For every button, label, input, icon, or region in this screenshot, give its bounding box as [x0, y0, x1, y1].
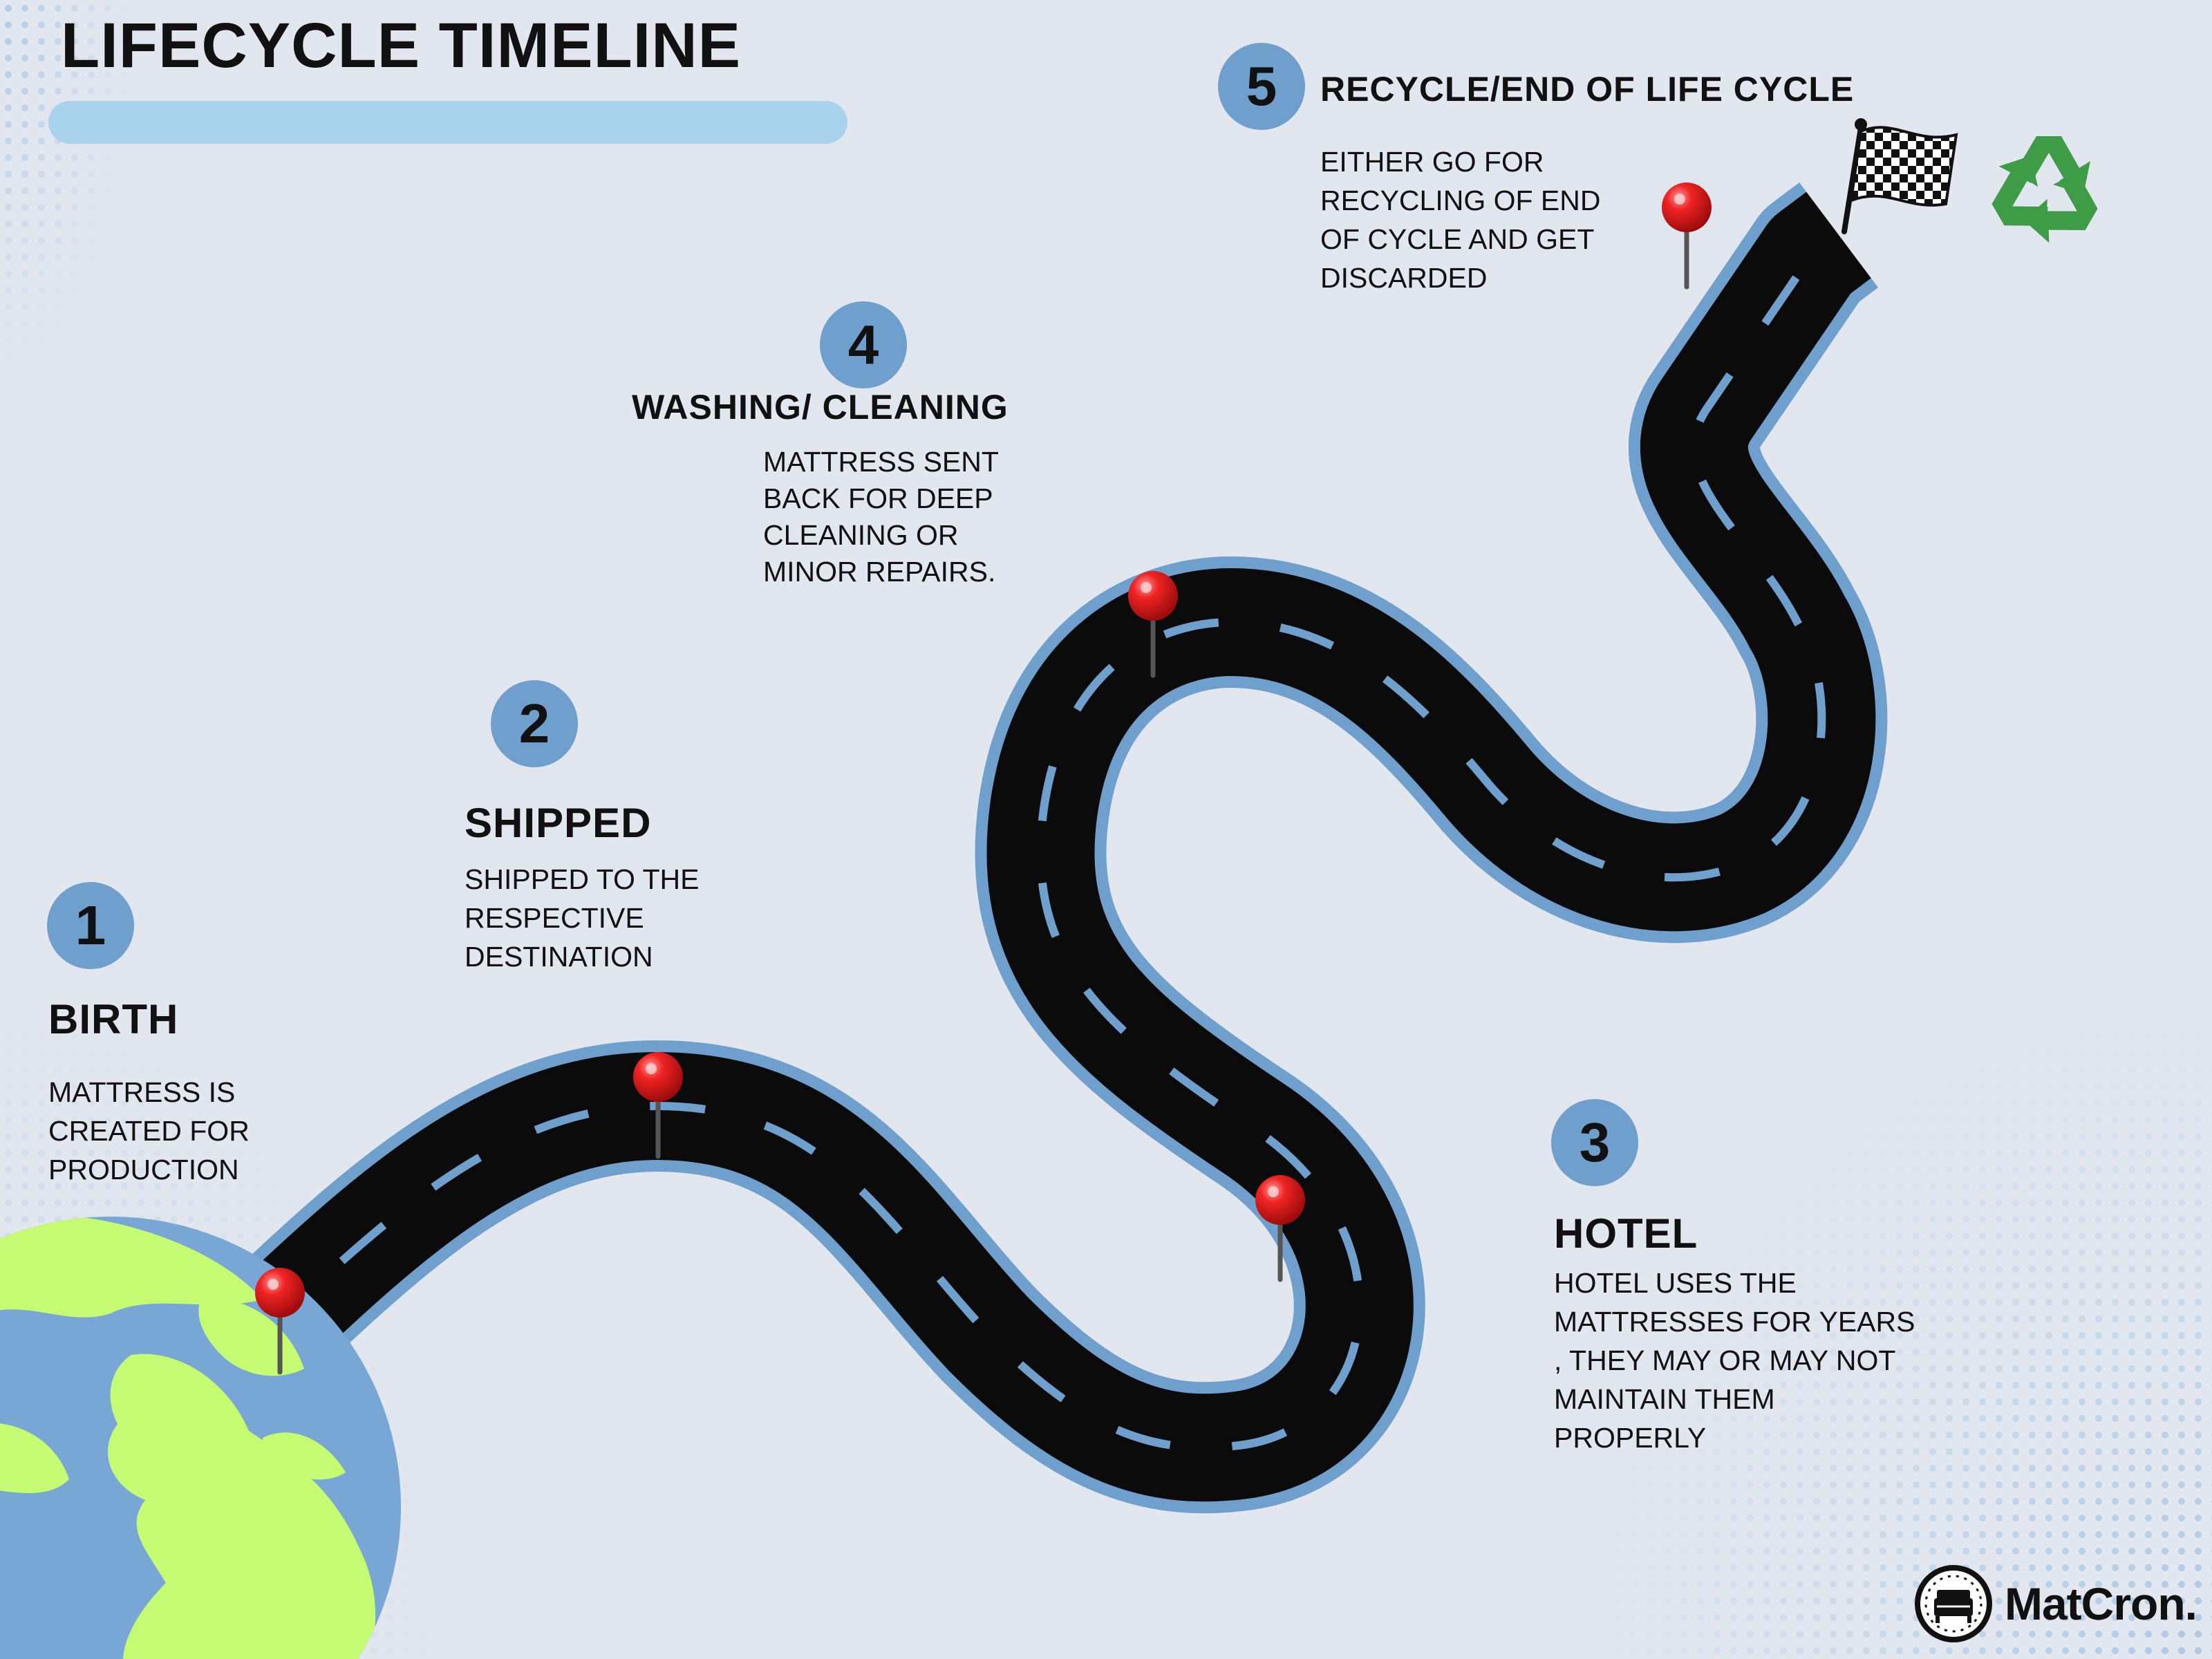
step-2-heading: SHIPPED	[465, 800, 652, 846]
halftone-decoration-bottom-right	[1521, 933, 2212, 1659]
step-4-description: MATTRESS SENT BACK FOR DEEP CLEANING OR …	[763, 446, 999, 588]
step-1-number-badge: 1	[47, 882, 134, 969]
step-3-heading: HOTEL	[1554, 1210, 1698, 1257]
step-5-number-badge: 5	[1218, 43, 1305, 130]
title-underline-bar	[48, 101, 847, 144]
map-pin-icon	[1128, 571, 1178, 678]
map-pin-icon	[1255, 1175, 1305, 1282]
mattress-logo-icon	[1915, 1565, 1992, 1642]
globe-icon	[0, 1217, 401, 1659]
brand-logo: MatCron.	[1912, 1562, 2197, 1645]
step-2-number-badge: 2	[491, 680, 578, 767]
step-4-heading: WASHING/ CLEANING	[632, 388, 1009, 427]
road	[210, 182, 1888, 1514]
road-lane-markings	[252, 232, 1841, 1452]
checkered-flag-icon	[1841, 118, 1958, 234]
map-pin-icon	[1662, 182, 1712, 290]
map-pin-icon	[255, 1268, 305, 1375]
step-2-description: SHIPPED TO THE RESPECTIVE DESTINATION	[465, 863, 700, 973]
step-4-number-badge: 4	[820, 301, 907, 388]
step-1-heading: BIRTH	[48, 996, 179, 1042]
map-pin-icon	[633, 1052, 683, 1159]
step-3-description: HOTEL USES THE MATTRESSES FOR YEARS , TH…	[1554, 1267, 1915, 1454]
halftone-decoration-top-left	[0, 0, 152, 415]
step-1-description: MATTRESS IS CREATED FOR PRODUCTION	[48, 1076, 250, 1185]
step-5-heading: RECYCLE/END OF LIFE CYCLE	[1320, 70, 1855, 109]
map-pins	[255, 182, 1712, 1375]
recycle-icon	[1977, 136, 2109, 256]
brand-name: MatCron.	[2005, 1578, 2197, 1629]
step-3-number-badge: 3	[1551, 1099, 1638, 1186]
step-5-description: EITHER GO FOR RECYCLING OF END OF CYCLE …	[1320, 146, 1601, 294]
page-title: LIFECYCLE TIMELINE	[61, 10, 741, 81]
